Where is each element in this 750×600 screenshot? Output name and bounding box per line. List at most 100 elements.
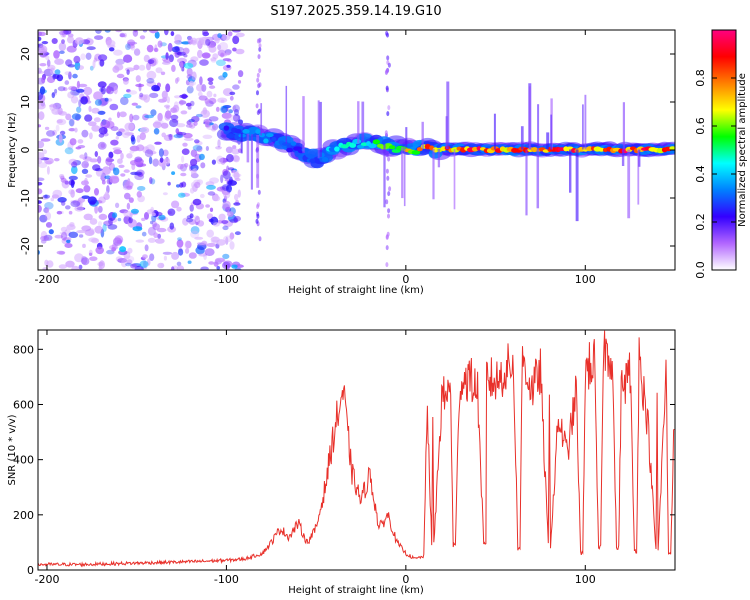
- noise-speckle: [123, 169, 130, 173]
- noise-speckle: [237, 80, 242, 84]
- noise-speckle: [171, 171, 176, 176]
- noise-streak: [387, 213, 390, 219]
- noise-speckle: [112, 65, 120, 73]
- noise-speckle: [94, 99, 102, 106]
- noise-speckle: [38, 124, 42, 128]
- noise-speckle: [191, 182, 195, 188]
- ridge-blob: [314, 158, 320, 164]
- noise-speckle: [217, 139, 221, 148]
- noise-speckle: [217, 97, 228, 103]
- noise-speckle: [190, 230, 200, 239]
- noise-speckle: [106, 85, 112, 94]
- noise-speckle: [169, 118, 179, 128]
- noise-speckle: [59, 50, 65, 54]
- noise-speckle: [197, 220, 205, 227]
- noise-speckle: [177, 163, 184, 170]
- noise-streak: [385, 68, 389, 74]
- noise-speckle: [178, 100, 187, 105]
- noise-speckle: [117, 217, 122, 222]
- ridge-blob: [352, 138, 362, 145]
- noise-speckle: [71, 113, 82, 120]
- noise-speckle: [44, 202, 54, 210]
- noise-speckle: [193, 215, 200, 221]
- noise-speckle: [71, 265, 80, 270]
- noise-streak: [385, 168, 389, 174]
- noise-speckle: [129, 150, 135, 154]
- noise-speckle: [222, 34, 231, 41]
- noise-speckle: [83, 213, 93, 221]
- noise-speckle: [207, 191, 216, 196]
- noise-speckle: [182, 47, 190, 54]
- noise-speckle: [194, 139, 200, 144]
- noise-speckle: [168, 134, 173, 141]
- noise-speckle: [141, 231, 147, 237]
- noise-speckle: [153, 47, 159, 53]
- noise-speckle: [115, 256, 123, 262]
- ridge-blob: [271, 136, 277, 142]
- noise-speckle: [209, 207, 214, 212]
- noise-speckle: [123, 32, 127, 38]
- noise-speckle: [81, 180, 89, 186]
- noise-speckle: [215, 257, 225, 263]
- noise-speckle: [38, 200, 42, 204]
- noise-speckle: [151, 214, 157, 223]
- noise-speckle: [205, 204, 211, 208]
- noise-speckle: [143, 94, 151, 103]
- noise-speckle: [83, 185, 91, 193]
- noise-speckle: [57, 197, 67, 203]
- y-tick-label: 200: [13, 509, 34, 522]
- colorbar-tick-label: 0.4: [694, 165, 707, 183]
- noise-speckle: [46, 207, 50, 213]
- noise-speckle: [126, 153, 133, 159]
- noise-speckle: [235, 48, 245, 55]
- ridge-blob: [255, 129, 261, 134]
- noise-speckle: [86, 46, 96, 51]
- noise-streak: [257, 83, 261, 89]
- noise-speckle: [43, 234, 53, 241]
- noise-speckle: [70, 200, 77, 204]
- ridge-blob: [349, 142, 357, 148]
- noise-speckle: [125, 262, 132, 267]
- ridge-blob: [598, 147, 605, 152]
- noise-speckle: [67, 91, 75, 99]
- noise-speckle: [232, 173, 242, 178]
- noise-speckle: [113, 49, 123, 56]
- noise-speckle: [232, 105, 237, 112]
- noise-speckle: [213, 93, 217, 98]
- noise-speckle: [149, 30, 159, 34]
- noise-speckle: [146, 70, 157, 80]
- noise-speckle: [190, 158, 198, 167]
- noise-speckle: [160, 71, 166, 76]
- noise-speckle: [222, 71, 228, 78]
- noise-speckle: [93, 117, 101, 123]
- noise-speckle: [144, 149, 154, 158]
- noise-speckle: [129, 113, 134, 123]
- noise-speckle: [231, 30, 242, 33]
- noise-speckle: [195, 113, 203, 118]
- noise-speckle: [97, 141, 107, 150]
- noise-speckle: [39, 62, 47, 67]
- noise-speckle: [135, 239, 145, 243]
- noise-speckle: [194, 181, 201, 189]
- noise-speckle: [114, 235, 124, 245]
- snr-y-label: SNR (10 * v/v): [7, 414, 18, 485]
- noise-speckle: [164, 112, 171, 121]
- noise-speckle: [167, 208, 176, 216]
- noise-streak: [385, 234, 389, 240]
- noise-speckle: [81, 129, 89, 138]
- noise-speckle: [116, 73, 125, 79]
- noise-speckle: [211, 128, 216, 132]
- noise-speckle: [134, 171, 143, 176]
- noise-streak: [385, 245, 389, 251]
- noise-speckle: [199, 59, 209, 66]
- noise-speckle: [150, 178, 156, 185]
- noise-speckle: [208, 97, 217, 105]
- noise-streak: [256, 204, 260, 209]
- y-tick-label: 0: [19, 147, 32, 154]
- noise-speckle: [64, 71, 72, 76]
- noise-speckle: [187, 260, 192, 264]
- noise-speckle: [38, 152, 45, 160]
- noise-speckle: [226, 154, 234, 163]
- noise-speckle: [97, 221, 103, 227]
